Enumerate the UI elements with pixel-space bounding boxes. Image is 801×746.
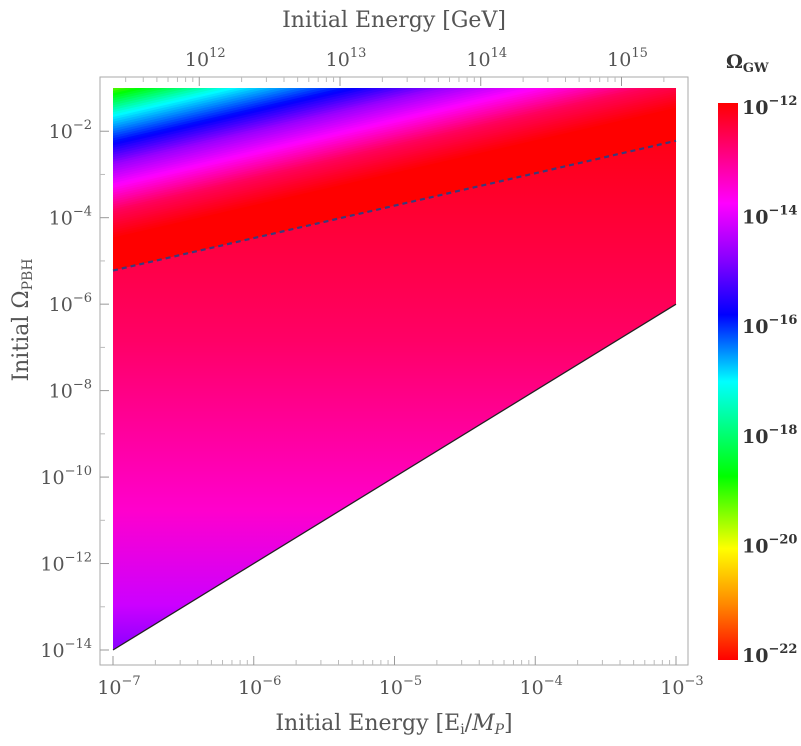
heatmap-band-stripe xyxy=(113,88,117,89)
heatmap-band-stripe xyxy=(113,88,127,92)
x-tick-label: 10−5 xyxy=(379,674,422,699)
lower-boundary-line xyxy=(112,303,677,651)
heatmap-band-stripe xyxy=(113,88,660,214)
heatmap-band-stripe xyxy=(113,88,639,210)
heatmap-band-stripe xyxy=(113,88,301,132)
heatmap-band-stripe xyxy=(113,88,147,96)
colorbar-tick-label: 10−20 xyxy=(742,532,797,557)
heatmap-band-stripe xyxy=(113,88,465,169)
heatmap-band-stripe xyxy=(113,88,486,174)
x-tick-label: 10−6 xyxy=(238,674,281,699)
heatmap-band-stripe xyxy=(113,88,455,167)
heatmap-band-stripe xyxy=(113,88,229,115)
y-tick-label: 10−8 xyxy=(49,378,92,403)
heatmap-band-stripe xyxy=(113,88,322,136)
colorbar-ticks: 10−12 10−14 10−16 10−18 10−20 10−22 xyxy=(742,94,797,667)
heatmap-band-stripe xyxy=(113,88,547,188)
heatmap-band-stripe xyxy=(113,88,383,151)
colorbar-tick-label: 10−12 xyxy=(742,94,797,119)
x-axis-title: Initial Energy [Ei/MP] xyxy=(275,711,512,738)
colorbar-tick-label: 10−14 xyxy=(742,204,797,229)
heatmap-band-stripe xyxy=(113,88,270,125)
heatmap-band-stripe xyxy=(113,88,578,195)
heatmap-band-stripe xyxy=(113,88,352,144)
heatmap-band-stripe xyxy=(113,88,557,191)
heatmap-band-stripe xyxy=(113,88,373,148)
heatmap-band-stripe xyxy=(113,88,219,113)
heatmap-band-stripe xyxy=(113,88,588,198)
chart-lines xyxy=(112,139,677,651)
y-tick-label: 10−2 xyxy=(49,118,92,143)
heatmap-band-stripe xyxy=(113,88,609,203)
x2-tick-label: 1014 xyxy=(466,46,507,71)
heatmap-band-stripe xyxy=(113,88,363,146)
y-tick-label: 10−14 xyxy=(40,637,92,662)
x-tick-label: 10−3 xyxy=(660,674,703,699)
heatmap-band-stripe xyxy=(113,88,619,205)
heatmap-band-stripe xyxy=(113,88,209,110)
x2-tick-label: 1013 xyxy=(326,46,367,71)
heatmap-band-stripe xyxy=(113,88,506,179)
heatmap-band-stripe xyxy=(113,88,168,101)
axis-ticks: 10−7 10−6 10−5 10−4 10−3 1012 1013 1014 1015 10−2… xyxy=(40,46,703,699)
heatmap-band-stripe xyxy=(113,88,670,217)
heatmap-band-stripe xyxy=(113,88,404,155)
heatmap-band-stripe xyxy=(113,88,598,200)
heatmap-region xyxy=(113,88,676,650)
heatmap-band-stripe xyxy=(113,88,424,160)
heatmap-band-stripe xyxy=(113,88,250,120)
colorbar-tick-label: 10−16 xyxy=(742,313,797,338)
y-axis-title-sub: PBH xyxy=(20,258,36,290)
heatmap-band-stripe xyxy=(113,88,676,219)
x2-tick-label: 1015 xyxy=(607,46,648,71)
y-tick-label: 10−6 xyxy=(49,291,92,316)
heatmap-band-stripe xyxy=(113,88,496,177)
x2-axis-title: Initial Energy [GeV] xyxy=(282,8,506,33)
heatmap-band-stripe xyxy=(113,88,527,184)
x-axis-title-sub: i xyxy=(460,722,465,738)
heatmap-band-stripes xyxy=(113,88,676,271)
x2-tick-label: 1012 xyxy=(185,46,226,71)
heatmap-band-stripe xyxy=(113,88,516,181)
heatmap-band-stripe xyxy=(113,88,342,141)
colorbar-title: ΩGW xyxy=(726,51,769,76)
dashed-threshold-line xyxy=(112,139,677,272)
heatmap-band-stripe xyxy=(113,88,537,186)
y-tick-label: 10−10 xyxy=(40,464,92,489)
heatmap-band-stripe xyxy=(113,88,260,122)
colorbar-title-sub: GW xyxy=(743,61,769,76)
heatmap-band-stripe xyxy=(113,88,414,158)
heatmap-band-stripe xyxy=(113,88,199,108)
heatmap-band-stripe xyxy=(113,88,434,162)
colorbar-tick-label: 10−18 xyxy=(742,423,797,448)
heatmap-band-stripe xyxy=(113,88,311,134)
colorbar xyxy=(718,103,738,660)
x-tick-label: 10−4 xyxy=(520,674,563,699)
heatmap-band-stripe xyxy=(113,88,158,99)
y-tick-label: 10−12 xyxy=(40,551,92,576)
heatmap-band-stripe xyxy=(113,88,291,129)
heatmap-band-stripe xyxy=(113,88,568,193)
heatmap-band-stripe xyxy=(113,88,393,153)
heatmap-band-stripe xyxy=(113,88,188,106)
heatmap-band-stripe xyxy=(113,88,178,103)
heatmap-band-stripe xyxy=(113,88,445,165)
heatmap-band-stripe xyxy=(113,88,475,172)
heatmap-band-stripe xyxy=(113,88,281,127)
colorbar-tick-label: 10−22 xyxy=(742,642,797,667)
heatmap-band-stripe xyxy=(113,88,332,139)
heatmap-band-stripe xyxy=(113,88,240,118)
heatmap-band-stripe xyxy=(113,88,650,212)
heatmap-band-stripe xyxy=(113,88,629,207)
y-tick-label: 10−4 xyxy=(49,205,92,230)
y-axis-title: Initial ΩPBH xyxy=(9,258,36,381)
x-tick-label: 10−7 xyxy=(97,674,140,699)
